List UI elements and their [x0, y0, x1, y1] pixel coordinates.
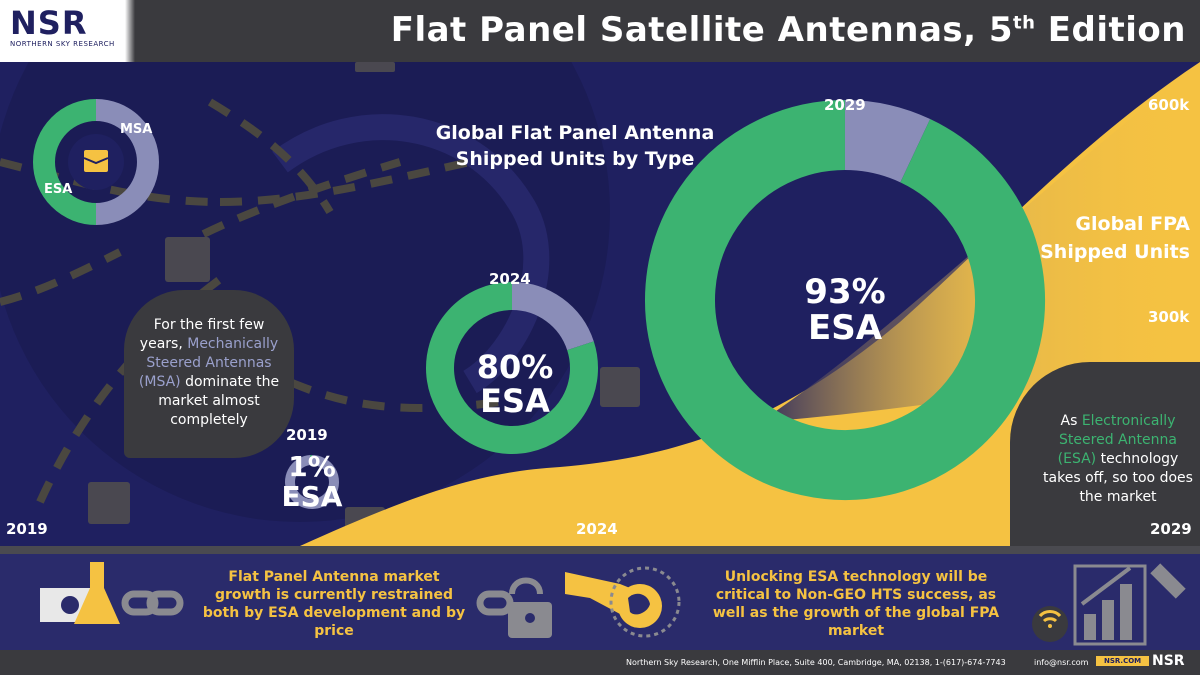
growth-chart-icon	[1073, 564, 1147, 646]
callout-msa: For the first few years, Mechanically St…	[124, 290, 294, 458]
area-gradient	[760, 62, 1200, 422]
note-unlocking-esa: Unlocking ESA technology will be critica…	[712, 569, 1000, 639]
money-flask-icon	[40, 562, 120, 624]
lock-icon	[508, 577, 552, 638]
donut-year-2019: 2019	[286, 426, 328, 444]
callout-esa-text2: technology takes off, so too does the ma…	[1043, 451, 1193, 505]
donut-2024-pct: 80%	[476, 348, 554, 386]
note-market-growth: Flat Panel Antenna market growth is curr…	[202, 569, 466, 639]
nsr-logo[interactable]: NSR NORTHERN SKY RESEARCH	[10, 4, 130, 60]
donut-2019-msa-slice	[285, 455, 339, 509]
callout-msa-text1: For the first few years,	[139, 317, 265, 352]
donut-2024	[426, 282, 598, 454]
x-tick-2019: 2019	[6, 520, 48, 538]
callout-msa-highlight: Mechanically Steered Antennas (MSA)	[138, 336, 279, 390]
donut-2024-msa-slice	[511, 282, 594, 351]
area-title: Global FPA Shipped Units	[1030, 210, 1190, 266]
chart-title-line2: Shipped Units by Type	[455, 148, 695, 170]
chart-title-line1: Global Flat Panel Antenna	[435, 122, 715, 144]
legend-donut-msa-slice	[95, 99, 159, 225]
box-icon	[84, 150, 108, 172]
box-icon	[165, 237, 210, 282]
callout-esa-highlight: Electronically Steered Antenna (ESA)	[1057, 413, 1177, 467]
footer-web-link[interactable]: NSR.COM	[1096, 656, 1150, 666]
footer-logo: NSR	[1152, 653, 1185, 669]
footer-address: Northern Sky Research, One Mifflin Place…	[626, 658, 1006, 667]
header-bar: NSR NORTHERN SKY RESEARCH Flat Panel Sat…	[0, 0, 1200, 62]
donut-2019-label: 1% ESA	[274, 452, 350, 512]
footer-bar: Northern Sky Research, One Mifflin Place…	[0, 650, 1200, 675]
callout-esa-text1: As	[1060, 413, 1082, 429]
footer-email[interactable]: info@nsr.com	[1034, 658, 1089, 667]
donut-2029-esa-slice	[645, 100, 1045, 500]
box-icon	[355, 62, 395, 72]
legend-label-msa: MSA	[120, 122, 153, 137]
y-tick-300k: 300k	[1148, 308, 1190, 326]
donut-2029-pct: 93%	[804, 272, 886, 312]
donut-2029-msa-slice	[843, 100, 931, 183]
donut-2024-esa-slice	[426, 282, 598, 454]
donut-2029-sub: ESA	[807, 308, 883, 348]
logo-text: NSR	[10, 4, 88, 42]
chart-title: Global Flat Panel Antenna Shipped Units …	[410, 120, 740, 172]
donut-2029-label: 93% ESA	[770, 274, 920, 346]
bottom-strip: Flat Panel Antenna market growth is curr…	[0, 546, 1200, 650]
globe-land	[272, 114, 550, 394]
box-icon	[600, 367, 640, 407]
callout-msa-text2: dominate the market almost completely	[158, 374, 280, 428]
flask-icon	[74, 562, 120, 624]
x-tick-2029-overlay: 2029	[1150, 520, 1192, 538]
title-main: Flat Panel Satellite Antennas, 5	[390, 10, 1014, 50]
donut-2024-sub: ESA	[480, 382, 550, 420]
wifi-dish-icon	[1032, 606, 1068, 642]
donut-2024-label: 80% ESA	[440, 350, 590, 418]
donut-legend-pie	[33, 99, 159, 225]
donut-2029	[645, 100, 1045, 500]
x-tick-2024: 2024	[576, 520, 618, 538]
legend-label-esa: ESA	[44, 182, 73, 197]
globe-network-icon	[609, 566, 681, 638]
donut-2019-sub: ESA	[281, 480, 343, 513]
bottom-icons	[40, 562, 1186, 646]
money-coin	[61, 596, 79, 614]
area-title-line2: Shipped Units	[1040, 241, 1190, 263]
donut-year-2029: 2029	[824, 96, 866, 114]
y-tick-600k: 600k	[1148, 96, 1190, 114]
logo-subtitle: NORTHERN SKY RESEARCH	[10, 40, 115, 48]
callout-esa: As Electronically Steered Antenna (ESA) …	[1010, 362, 1200, 546]
donut-2019	[285, 454, 339, 509]
donut-year-2024: 2024	[489, 270, 531, 288]
box-icon-line	[83, 157, 109, 165]
donut-2019-pct: 1%	[288, 450, 336, 483]
title-end: Edition	[1035, 10, 1186, 50]
legend-donut-esa-slice	[33, 99, 97, 225]
area-title-line1: Global FPA	[1075, 213, 1190, 235]
main-infographic: MSA ESA Global Flat Panel Antenna Shippe…	[0, 62, 1200, 546]
title-sup: th	[1013, 12, 1036, 34]
box-icon	[88, 482, 130, 524]
page-title: Flat Panel Satellite Antennas, 5th Editi…	[391, 10, 1186, 50]
satellite-icon	[1150, 563, 1186, 599]
